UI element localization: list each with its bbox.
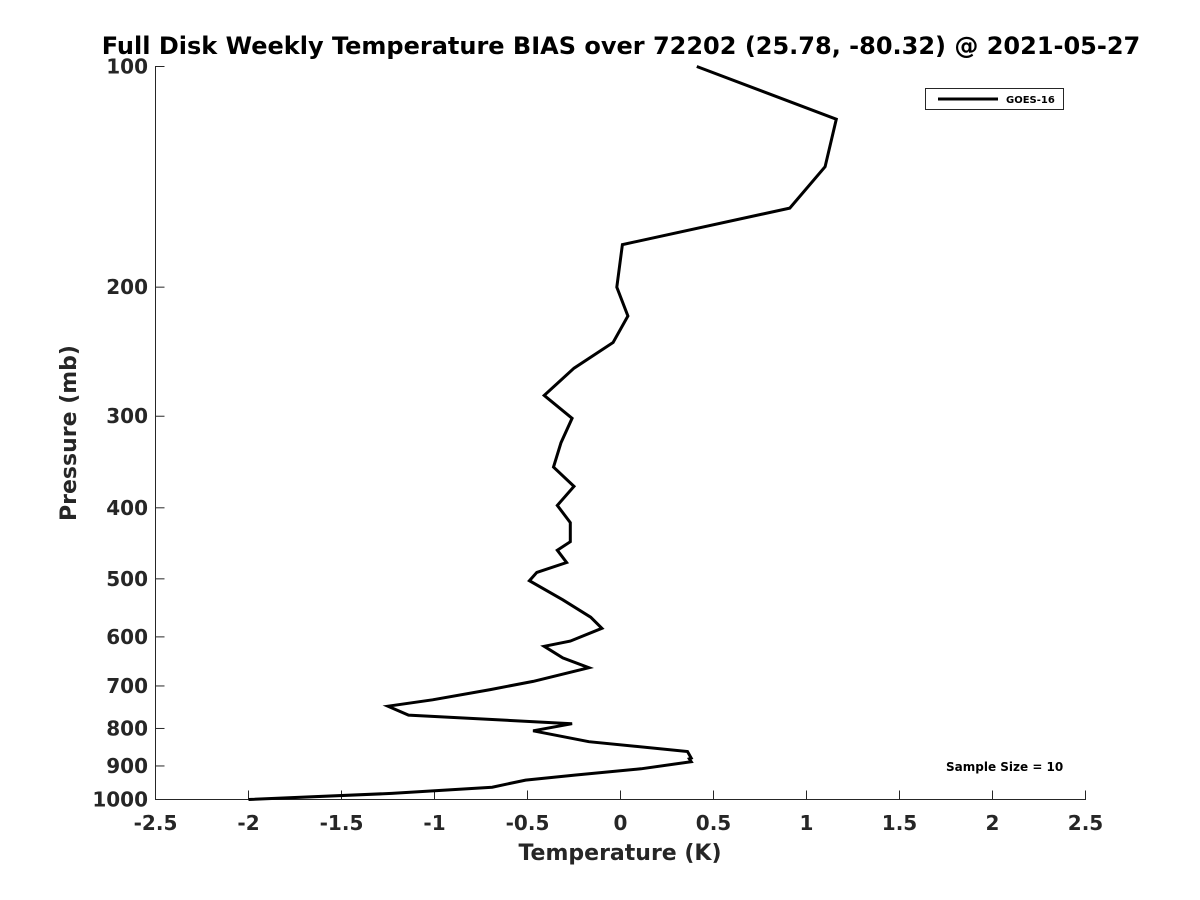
y-tick-label: 600 [106,625,148,649]
x-axis-ticks: -2.5 -2 -1.5 -1 -0.5 0 0.5 1 1.5 2 2.5 [134,790,1103,835]
x-tick-label: -1 [423,811,445,835]
x-axis-label: Temperature (K) [518,841,721,866]
x-tick-label: 1.5 [882,811,917,835]
x-tick-label: 1 [800,811,814,835]
y-tick-label: 900 [106,754,148,778]
y-tick-label: 400 [106,496,148,520]
x-tick-label: 2.5 [1068,811,1103,835]
y-axis-ticks: 100 200 300 400 500 600 700 800 900 1000 [92,55,165,812]
y-tick-label: 200 [106,275,148,299]
x-tick-label: -2.5 [134,811,178,835]
y-tick-label: 800 [106,716,148,740]
x-tick-label: -1.5 [320,811,364,835]
x-tick-label: 0 [614,811,628,835]
x-tick-label: 2 [986,811,1000,835]
y-tick-label: 500 [106,567,148,591]
x-tick-label: 0.5 [696,811,731,835]
y-tick-label: 1000 [92,788,148,812]
y-tick-label: 700 [106,674,148,698]
sample-size-annotation: Sample Size = 10 [946,760,1063,774]
y-tick-label: 100 [106,55,148,79]
x-tick-label: -2 [237,811,259,835]
plot-area-frame [155,66,1086,800]
x-tick-label: -0.5 [506,811,550,835]
y-axis-label: Pressure (mb) [57,345,82,521]
chart-title: Full Disk Weekly Temperature BIAS over 7… [102,32,1141,60]
series-layer [248,65,839,801]
legend: GOES-16 [925,88,1064,110]
series-line-goes-16 [248,65,839,801]
y-tick-label: 300 [106,404,148,428]
legend-label-goes-16: GOES-16 [1006,95,1055,106]
